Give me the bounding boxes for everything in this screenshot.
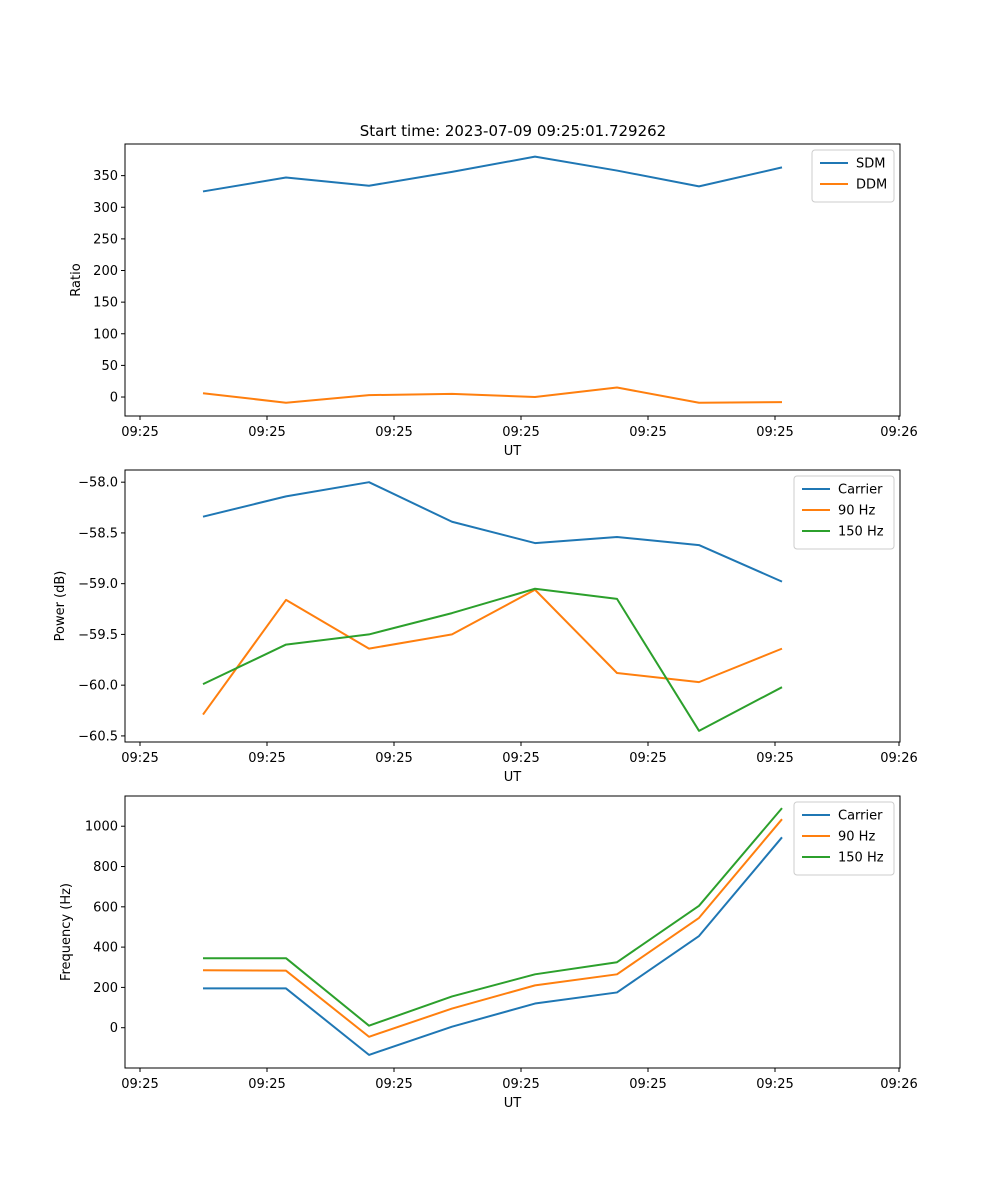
x-tick-label: 09:25 — [248, 425, 285, 440]
x-tick-label: 09:25 — [121, 751, 158, 766]
y-tick-label: 350 — [93, 169, 118, 184]
x-tick-label: 09:25 — [756, 425, 793, 440]
legend: SDM DDM — [811, 149, 895, 203]
x-tick-label: 09:25 — [121, 425, 158, 440]
legend: Carrier 90 Hz 150 Hz — [793, 801, 895, 876]
x-tick-label: 09:26 — [880, 1077, 917, 1092]
x-tick-label: 09:25 — [629, 1077, 666, 1092]
series-line-carrier — [202, 481, 783, 583]
legend-label: 90 Hz — [838, 830, 875, 845]
x-tick-label: 09:25 — [502, 1077, 539, 1092]
y-tick-label: −59.0 — [78, 577, 118, 592]
y-tick-label: 400 — [93, 941, 118, 956]
y-tick-label: 0 — [110, 391, 118, 406]
y-axis-label: Ratio — [69, 263, 84, 296]
x-tick-label: 09:25 — [248, 751, 285, 766]
series-line-150-hz — [203, 807, 783, 1027]
x-tick-label: 09:25 — [629, 751, 666, 766]
x-tick-label: 09:25 — [756, 1077, 793, 1092]
y-tick-label: 800 — [93, 860, 118, 875]
x-tick-label: 09:25 — [756, 751, 793, 766]
series-line-90-hz — [202, 588, 783, 716]
y-tick-label: −58.0 — [78, 476, 118, 491]
series-line-90-hz — [202, 818, 783, 1038]
x-tick-label: 09:25 — [629, 425, 666, 440]
legend-label: 150 Hz — [838, 851, 884, 866]
x-tick-label: 09:26 — [880, 425, 917, 440]
y-axis-label: Frequency (Hz) — [59, 883, 74, 981]
x-tick-label: 09:25 — [502, 425, 539, 440]
x-axis-label: UT — [504, 1096, 522, 1111]
legend-label: 150 Hz — [838, 525, 884, 540]
x-tick-label: 09:25 — [375, 425, 412, 440]
legend: Carrier 90 Hz 150 Hz — [793, 475, 895, 550]
legend-label: Carrier — [838, 483, 883, 498]
x-axis-label: UT — [504, 444, 522, 459]
y-axis-label: Power (dB) — [53, 571, 68, 642]
y-tick-label: 100 — [93, 327, 118, 342]
axes-frame — [124, 469, 901, 743]
y-tick-label: 250 — [93, 232, 118, 247]
ratio-panel: 0 50 100 150 200 250 300 350 09:25 09:25 09:25 09:2… — [69, 143, 918, 459]
series-line-ddm — [202, 386, 783, 404]
legend-label: SDM — [856, 157, 885, 172]
y-tick-label: −60.0 — [78, 679, 118, 694]
y-tick-label: 600 — [93, 900, 118, 915]
y-tick-label: −60.5 — [78, 729, 118, 744]
y-tick-label: 200 — [93, 264, 118, 279]
x-tick-label: 09:25 — [121, 1077, 158, 1092]
x-tick-label: 09:25 — [502, 751, 539, 766]
x-tick-label: 09:26 — [880, 751, 917, 766]
legend-label: 90 Hz — [838, 504, 875, 519]
series-line-sdm — [202, 155, 783, 193]
y-tick-label: 0 — [110, 1021, 118, 1036]
frequency-panel: 0 200 400 600 800 1000 09:25 09:25 09:25 09:25 09:… — [59, 795, 918, 1111]
x-tick-label: 09:25 — [375, 1077, 412, 1092]
y-tick-label: 200 — [93, 981, 118, 996]
legend-label: DDM — [856, 178, 887, 193]
y-tick-label: 150 — [93, 296, 118, 311]
x-tick-label: 09:25 — [375, 751, 412, 766]
y-tick-label: −59.5 — [78, 628, 118, 643]
y-tick-label: 50 — [101, 359, 118, 374]
axes-frame — [124, 143, 901, 417]
y-tick-label: −58.5 — [78, 526, 118, 541]
y-tick-label: 300 — [93, 201, 118, 216]
power-panel: −60.5 −60.0 −59.5 −59.0 −58.5 −58.0 09:25 09:25… — [53, 469, 918, 785]
axes-frame — [124, 795, 901, 1069]
series-line-150-hz — [202, 587, 783, 732]
legend-label: Carrier — [838, 809, 883, 824]
y-tick-label: 1000 — [85, 820, 118, 835]
chart-title: Start time: 2023-07-09 09:25:01.729262 — [360, 122, 666, 140]
x-axis-label: UT — [504, 770, 522, 785]
x-tick-label: 09:25 — [248, 1077, 285, 1092]
series-line-carrier — [203, 836, 783, 1056]
